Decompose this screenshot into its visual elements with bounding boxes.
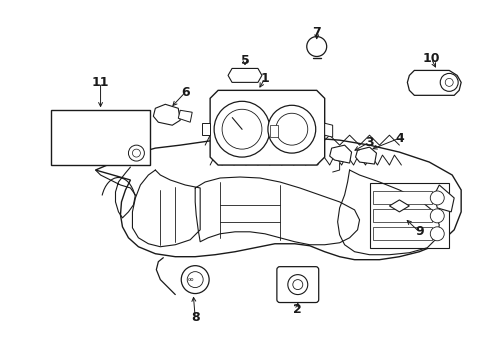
Polygon shape — [227, 68, 262, 82]
Text: 1: 1 — [260, 72, 269, 85]
Polygon shape — [355, 147, 376, 164]
Polygon shape — [324, 123, 332, 137]
Circle shape — [439, 73, 457, 91]
Text: 6: 6 — [181, 86, 189, 99]
Polygon shape — [153, 104, 180, 125]
Polygon shape — [178, 110, 192, 122]
Text: 9: 9 — [414, 225, 423, 238]
Text: 2: 2 — [293, 303, 302, 316]
Text: 7: 7 — [312, 26, 321, 39]
Bar — [372, 227, 431, 240]
Text: 4: 4 — [394, 132, 403, 145]
Text: 5: 5 — [240, 54, 249, 67]
Polygon shape — [433, 185, 453, 212]
Polygon shape — [407, 71, 460, 95]
Polygon shape — [329, 145, 351, 163]
Circle shape — [444, 78, 452, 86]
Circle shape — [267, 105, 315, 153]
Circle shape — [429, 227, 443, 241]
Bar — [51, 110, 150, 165]
Circle shape — [128, 145, 144, 161]
Circle shape — [292, 280, 302, 289]
Circle shape — [306, 37, 326, 57]
Circle shape — [181, 266, 209, 293]
Bar — [269, 125, 277, 137]
Bar — [369, 183, 448, 248]
Text: 11: 11 — [92, 76, 109, 89]
Polygon shape — [210, 90, 324, 165]
Circle shape — [132, 149, 140, 157]
FancyBboxPatch shape — [276, 267, 318, 302]
Circle shape — [187, 272, 203, 288]
Circle shape — [275, 113, 307, 145]
Bar — [372, 209, 431, 222]
Text: 8: 8 — [190, 311, 199, 324]
Bar — [372, 191, 431, 204]
Circle shape — [222, 109, 262, 149]
Circle shape — [214, 101, 269, 157]
Text: 3: 3 — [365, 136, 373, 149]
Text: 10: 10 — [422, 52, 439, 65]
Polygon shape — [202, 123, 210, 135]
Polygon shape — [95, 137, 460, 260]
Circle shape — [287, 275, 307, 294]
Circle shape — [429, 209, 443, 223]
Circle shape — [429, 191, 443, 205]
Polygon shape — [388, 200, 408, 212]
Text: oo: oo — [187, 277, 194, 282]
